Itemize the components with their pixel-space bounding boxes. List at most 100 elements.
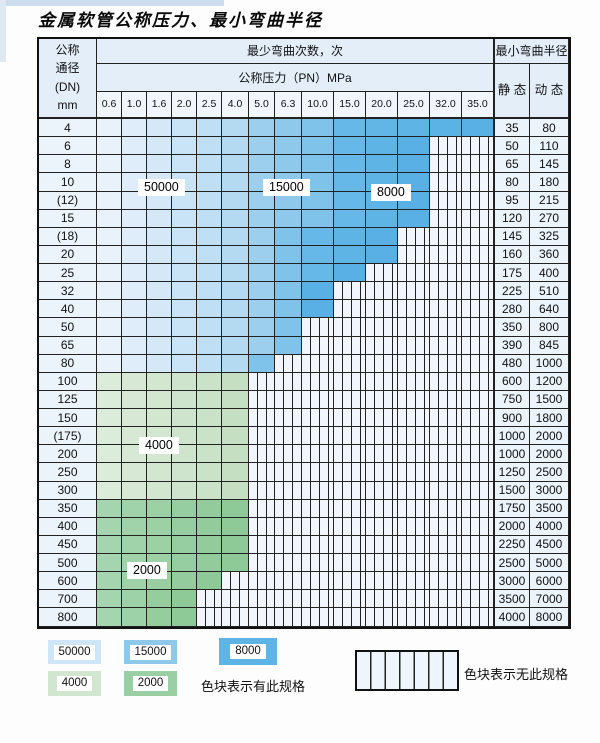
grid-cell: [462, 481, 494, 500]
dynamic-cell: 640: [530, 300, 569, 319]
grid-cell: [462, 445, 494, 464]
grid-cell: [334, 191, 366, 210]
grid-cell: [430, 354, 462, 373]
grid-cell: [334, 390, 366, 409]
grid-cell: [398, 336, 430, 355]
grid-cell: [430, 282, 462, 301]
legend-swatch-50000: 50000: [48, 640, 101, 664]
grid-cell: [398, 390, 430, 409]
grid-cell: [366, 209, 398, 228]
grid-cell: [366, 119, 398, 138]
grid-cell: [430, 336, 462, 355]
legend-swatch-label: 15000: [129, 644, 172, 660]
scan-edge-left: [0, 0, 6, 62]
grid-cell: [430, 608, 462, 627]
grid-cell: [172, 463, 197, 482]
grid-cell: [398, 245, 430, 264]
grid-cell: [197, 318, 222, 337]
grid-cell: [122, 390, 147, 409]
grid-cell: [249, 517, 275, 536]
grid-cell: [275, 590, 302, 609]
grid-cell: [222, 227, 249, 246]
grid-cell: [366, 445, 398, 464]
grid-cell: [462, 173, 494, 192]
grid-cell: [172, 336, 197, 355]
grid-cell: [334, 245, 366, 264]
dynamic-cell: 510: [530, 282, 569, 301]
grid-cell: [366, 463, 398, 482]
grid-cell: [172, 517, 197, 536]
grid-cell: [97, 590, 122, 609]
grid-cell: [302, 608, 334, 627]
grid-cell: [366, 517, 398, 536]
grid-cell: [302, 137, 334, 156]
grid-cell: [222, 427, 249, 446]
grid-cell: [249, 282, 275, 301]
grid-cell: [430, 445, 462, 464]
pressure-col-label: 0.6: [97, 92, 122, 119]
grid-cell: [430, 427, 462, 446]
grid-cell: [97, 318, 122, 337]
static-cell: 175: [493, 264, 530, 283]
dn-cell: 250: [39, 463, 97, 482]
grid-cell: [430, 481, 462, 500]
zone-value-label: 50000: [138, 179, 185, 196]
grid-cell: [430, 245, 462, 264]
grid-cell: [222, 300, 249, 319]
grid-cell: [302, 481, 334, 500]
grid-cell: [147, 300, 172, 319]
grid-cell: [334, 554, 366, 573]
grid-cell: [147, 137, 172, 156]
grid-cell: [430, 173, 462, 192]
grid-cell: [249, 463, 275, 482]
grid-cell: [197, 390, 222, 409]
grid-cell: [172, 354, 197, 373]
dynamic-cell: 3000: [530, 481, 569, 500]
grid-cell: [334, 336, 366, 355]
grid-cell: [249, 445, 275, 464]
grid-cell: [398, 517, 430, 536]
grid-cell: [462, 155, 494, 174]
grid-cell: [462, 209, 494, 228]
grid-cell: [398, 463, 430, 482]
grid-cell: [197, 245, 222, 264]
grid-cell: [147, 336, 172, 355]
grid-cell: [222, 119, 249, 138]
grid-cell: [172, 318, 197, 337]
grid-cell: [172, 481, 197, 500]
grid-cell: [122, 318, 147, 337]
grid-cell: [249, 227, 275, 246]
zone-value-label: 4000: [139, 437, 179, 454]
dynamic-cell: 1800: [530, 409, 569, 428]
grid-cell: [147, 209, 172, 228]
grid-cell: [172, 209, 197, 228]
dynamic-cell: 2500: [530, 463, 569, 482]
pressure-col-label: 2.5: [197, 92, 222, 119]
grid-cell: [275, 191, 302, 210]
dn-cell: 450: [39, 535, 97, 554]
pressure-col-label: 15.0: [334, 92, 366, 119]
page-title: 金属软管公称压力、最小弯曲半径: [38, 11, 323, 31]
grid-cell: [147, 390, 172, 409]
grid-cell: [398, 209, 430, 228]
grid-cell: [122, 191, 147, 210]
grid-cell: [197, 264, 222, 283]
dynamic-cell: 180: [530, 173, 569, 192]
static-cell: 50: [493, 137, 530, 156]
grid-cell: [302, 535, 334, 554]
grid-cell: [462, 572, 494, 591]
grid-cell: [462, 264, 494, 283]
static-cell: 2250: [493, 535, 530, 554]
grid-cell: [334, 155, 366, 174]
grid-cell: [197, 445, 222, 464]
grid-cell: [122, 209, 147, 228]
grid-cell: [147, 590, 172, 609]
grid-cell: [398, 572, 430, 591]
grid-cell: [302, 554, 334, 573]
grid-cell: [172, 300, 197, 319]
legend-swatch-2000: 2000: [124, 671, 177, 696]
grid-cell: [275, 300, 302, 319]
grid-cell: [222, 409, 249, 428]
grid-cell: [122, 481, 147, 500]
grid-cell: [197, 191, 222, 210]
